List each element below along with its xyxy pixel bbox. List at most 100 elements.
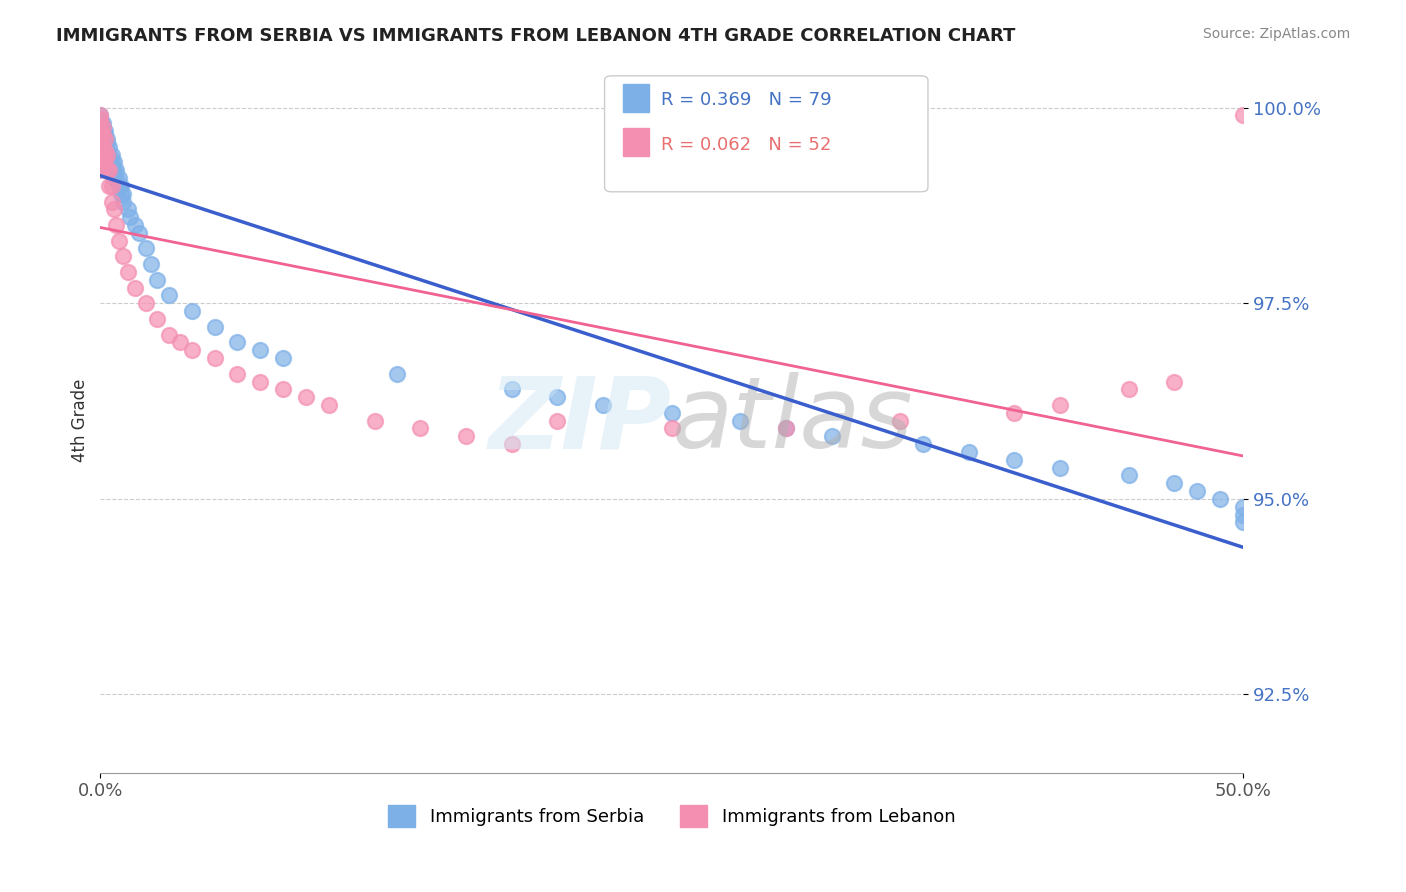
- Point: [91, 132, 114, 146]
- Text: atlas: atlas: [672, 372, 914, 469]
- Point: [1049, 460, 1071, 475]
- Point: [135, 296, 157, 310]
- Point: [101, 194, 124, 209]
- Point: [117, 265, 139, 279]
- Point: [889, 414, 911, 428]
- Point: [1163, 375, 1185, 389]
- Point: [89, 136, 111, 150]
- Point: [96, 152, 118, 166]
- Point: [775, 421, 797, 435]
- Point: [103, 202, 125, 217]
- Point: [1118, 468, 1140, 483]
- Point: [112, 186, 135, 201]
- Point: [91, 140, 114, 154]
- Point: [1049, 398, 1071, 412]
- Point: [105, 171, 128, 186]
- Point: [124, 280, 146, 294]
- Point: [546, 414, 568, 428]
- Point: [728, 414, 751, 428]
- Point: [226, 335, 249, 350]
- Point: [1209, 491, 1232, 506]
- Point: [89, 132, 111, 146]
- Point: [501, 382, 523, 396]
- Point: [957, 445, 980, 459]
- Point: [157, 288, 180, 302]
- Point: [96, 155, 118, 169]
- Point: [180, 304, 202, 318]
- Point: [96, 147, 118, 161]
- Point: [124, 218, 146, 232]
- Point: [1232, 516, 1254, 530]
- Text: IMMIGRANTS FROM SERBIA VS IMMIGRANTS FROM LEBANON 4TH GRADE CORRELATION CHART: IMMIGRANTS FROM SERBIA VS IMMIGRANTS FRO…: [56, 27, 1015, 45]
- Point: [89, 125, 111, 139]
- Legend: Immigrants from Serbia, Immigrants from Lebanon: Immigrants from Serbia, Immigrants from …: [381, 797, 963, 834]
- Point: [592, 398, 614, 412]
- Point: [117, 202, 139, 217]
- Point: [501, 437, 523, 451]
- Point: [96, 136, 118, 150]
- Point: [94, 152, 117, 166]
- Point: [1004, 452, 1026, 467]
- Point: [89, 155, 111, 169]
- Point: [89, 136, 111, 150]
- Point: [105, 218, 128, 232]
- Point: [101, 163, 124, 178]
- Point: [89, 140, 111, 154]
- Point: [107, 234, 129, 248]
- Point: [454, 429, 477, 443]
- Point: [96, 132, 118, 146]
- Point: [89, 163, 111, 178]
- Point: [91, 155, 114, 169]
- Point: [91, 120, 114, 135]
- Point: [89, 112, 111, 127]
- Text: R = 0.369   N = 79: R = 0.369 N = 79: [661, 91, 831, 109]
- Point: [94, 140, 117, 154]
- Point: [89, 108, 111, 122]
- Point: [89, 108, 111, 122]
- Point: [1232, 500, 1254, 514]
- Point: [318, 398, 340, 412]
- Point: [180, 343, 202, 358]
- Point: [120, 210, 142, 224]
- Point: [546, 390, 568, 404]
- Point: [409, 421, 432, 435]
- Point: [661, 421, 683, 435]
- Point: [89, 114, 111, 128]
- Point: [249, 343, 271, 358]
- Point: [94, 136, 117, 150]
- Point: [1232, 508, 1254, 522]
- Point: [1004, 406, 1026, 420]
- Point: [89, 112, 111, 127]
- Point: [157, 327, 180, 342]
- Point: [110, 186, 132, 201]
- Point: [135, 242, 157, 256]
- Point: [89, 120, 111, 135]
- Point: [1187, 484, 1209, 499]
- Point: [169, 335, 191, 350]
- Point: [98, 178, 121, 193]
- Point: [204, 319, 226, 334]
- Y-axis label: 4th Grade: 4th Grade: [72, 379, 89, 462]
- Point: [91, 147, 114, 161]
- Point: [94, 128, 117, 142]
- Point: [96, 144, 118, 158]
- Point: [146, 273, 169, 287]
- Point: [775, 421, 797, 435]
- Point: [89, 120, 111, 135]
- Point: [89, 122, 111, 136]
- Point: [91, 120, 114, 135]
- Point: [146, 312, 169, 326]
- Point: [204, 351, 226, 365]
- Point: [820, 429, 842, 443]
- Point: [101, 155, 124, 169]
- Point: [89, 118, 111, 132]
- Point: [98, 163, 121, 178]
- Text: Source: ZipAtlas.com: Source: ZipAtlas.com: [1202, 27, 1350, 41]
- Point: [103, 171, 125, 186]
- Point: [94, 144, 117, 158]
- Text: ZIP: ZIP: [489, 372, 672, 469]
- Point: [98, 147, 121, 161]
- Point: [1118, 382, 1140, 396]
- Point: [103, 155, 125, 169]
- Point: [89, 147, 111, 161]
